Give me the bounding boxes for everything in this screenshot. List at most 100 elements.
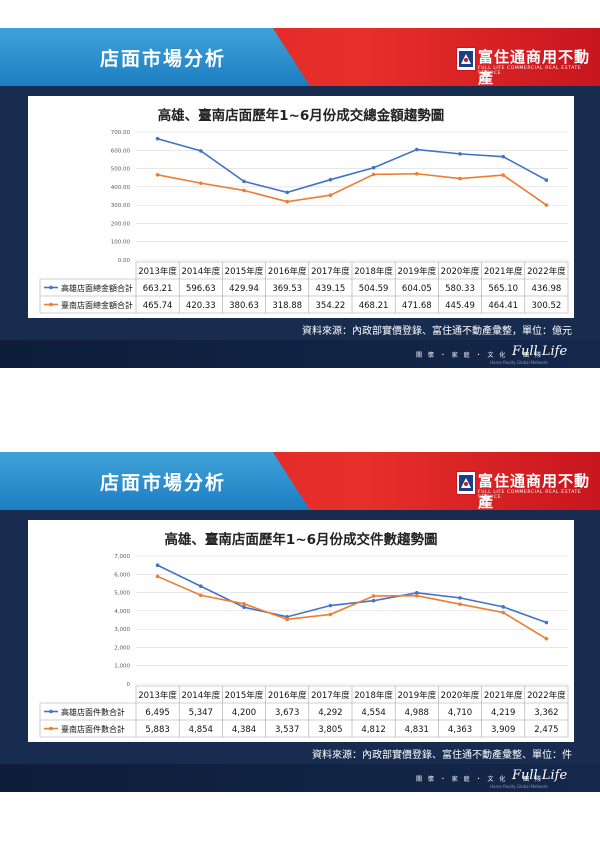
data-label: 3,673	[275, 708, 299, 718]
x-tick-label: 2017年度	[311, 690, 350, 701]
y-tick-label: 7,000	[114, 554, 130, 560]
x-tick-label: 2015年度	[225, 690, 264, 701]
data-point	[155, 574, 160, 579]
series-line-0	[157, 564, 547, 624]
y-tick-label: 6,000	[114, 572, 130, 578]
data-point	[415, 171, 419, 176]
page-title: 店面市場分析	[100, 48, 227, 70]
data-point	[199, 181, 203, 185]
data-label: 596.63	[186, 284, 216, 294]
data-label: 4,831	[405, 725, 429, 735]
line-chart-amount: 0.00 100.00 200.00 300.00 400.00 500.00 600.00…	[39, 130, 569, 314]
data-point	[501, 610, 506, 615]
data-point	[415, 593, 419, 598]
y-tick-label: 5,000	[114, 591, 130, 597]
data-point	[544, 620, 549, 625]
data-label: 3,362	[534, 708, 558, 718]
data-label: 420.33	[186, 301, 216, 311]
y-tick-label: 200.00	[111, 221, 131, 227]
y-tick-label: 1,000	[114, 664, 130, 670]
footer-bar	[0, 764, 600, 792]
x-tick-label: 2013年度	[138, 690, 177, 701]
data-point	[371, 598, 376, 603]
x-tick-label: 2020年度	[441, 690, 480, 701]
x-tick-label: 2017年度	[311, 266, 350, 277]
x-tick-label: 2016年度	[268, 266, 307, 277]
data-label: 4,292	[318, 708, 342, 718]
data-label: 4,219	[491, 708, 515, 718]
data-label: 354.22	[316, 301, 346, 311]
data-point	[242, 602, 246, 606]
data-point	[328, 612, 333, 617]
legend-marker	[49, 709, 53, 714]
data-label: 429.94	[229, 284, 259, 294]
y-tick-label: 400.00	[111, 185, 131, 191]
data-point	[415, 147, 419, 152]
data-label: 3,805	[318, 725, 342, 735]
data-point	[285, 615, 290, 619]
data-label: 4,710	[448, 708, 472, 718]
legend-entry: 高雄店面總金額合計	[61, 283, 133, 293]
legend-entry: 臺南店面總金額合計	[61, 300, 133, 310]
data-point	[328, 193, 333, 198]
data-label: 4,200	[232, 708, 256, 718]
data-point	[328, 177, 333, 182]
data-label: 464.41	[488, 301, 518, 311]
data-label: 604.05	[402, 284, 432, 294]
brand-subtitle: FULL LIFE COMMERCIAL REAL ESTATE SERVICE	[478, 490, 582, 500]
data-label: 3,537	[275, 725, 299, 735]
data-label: 663.21	[143, 284, 173, 294]
x-tick-label: 2021年度	[484, 266, 523, 277]
data-point	[155, 563, 160, 568]
source-note: 資料來源：內政部實價登錄、富住通不動產彙整，單位：億元	[302, 326, 572, 337]
data-label: 439.15	[316, 284, 346, 294]
data-label: 504.59	[359, 284, 389, 294]
full-life-logo-icon	[456, 471, 476, 495]
x-tick-label: 2014年度	[181, 690, 220, 701]
x-tick-label: 2016年度	[268, 690, 307, 701]
y-tick-label: 0.00	[118, 258, 131, 264]
x-tick-label: 2021年度	[484, 690, 523, 701]
x-tick-label: 2019年度	[397, 690, 436, 701]
x-tick-label: 2020年度	[441, 266, 480, 277]
y-tick-label: 3,000	[114, 627, 130, 633]
data-label: 465.74	[143, 301, 173, 311]
data-point	[155, 173, 160, 177]
legend-marker	[49, 302, 53, 307]
data-label: 4,363	[448, 725, 472, 735]
data-point	[199, 149, 203, 153]
x-tick-label: 2019年度	[397, 266, 436, 277]
x-tick-label: 2018年度	[354, 266, 393, 277]
data-point	[501, 154, 506, 159]
data-point	[242, 188, 246, 193]
legend-marker	[49, 726, 53, 731]
legend-entry: 高雄店面件數合計	[61, 707, 125, 717]
y-tick-label: 300.00	[111, 203, 131, 209]
data-point	[371, 594, 376, 598]
footer-bar	[0, 340, 600, 368]
data-point	[501, 605, 506, 609]
data-label: 380.63	[229, 301, 259, 311]
chart-title: 高雄、臺南店面歷年1~6月份成交件數趨勢圖	[164, 532, 438, 548]
data-label: 565.10	[488, 284, 518, 294]
data-point	[155, 136, 160, 141]
data-label: 4,554	[361, 708, 385, 718]
data-label: 436.98	[532, 284, 562, 294]
footer-slogan: 關 懷 ・ 家 庭 ・ 文 化 ・ 團 隊	[416, 352, 544, 359]
data-point	[458, 596, 462, 600]
brand-subtitle: FULL LIFE COMMERCIAL REAL ESTATE SERVICE	[478, 66, 582, 76]
y-tick-label: 100.00	[111, 240, 131, 246]
data-label: 4,812	[361, 725, 385, 735]
data-label: 3,909	[491, 725, 515, 735]
series-line-0	[157, 137, 547, 194]
footer-slogan: 關 懷 ・ 家 庭 ・ 文 化 ・ 團 隊	[416, 776, 544, 783]
data-label: 318.88	[272, 301, 302, 311]
header-blue-panel	[0, 452, 310, 510]
series-line-1	[157, 172, 547, 206]
y-tick-label: 700.00	[111, 130, 131, 136]
page-title: 店面市場分析	[100, 472, 227, 494]
data-label: 580.33	[445, 284, 475, 294]
footer-logo: Full Life	[512, 344, 568, 359]
footer-logo: Full Life	[512, 768, 568, 783]
data-label: 471.68	[402, 301, 432, 311]
